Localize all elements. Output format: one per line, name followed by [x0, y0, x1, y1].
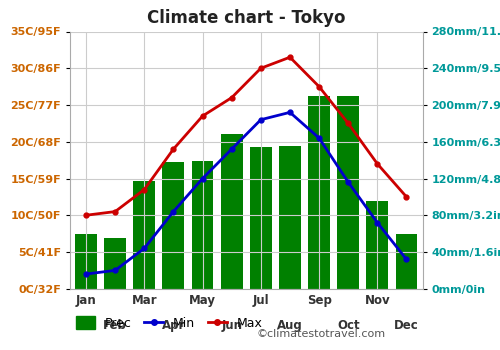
Text: Aug: Aug	[277, 319, 303, 332]
Legend: Prec, Min, Max: Prec, Min, Max	[76, 316, 262, 330]
Text: Dec: Dec	[394, 319, 419, 332]
Bar	[279, 146, 301, 289]
Bar	[104, 238, 126, 289]
Bar	[366, 202, 388, 289]
Bar	[134, 181, 155, 289]
Text: Apr: Apr	[162, 319, 185, 332]
Text: ©climatestotravel.com: ©climatestotravel.com	[257, 329, 386, 338]
Bar	[221, 134, 242, 289]
Bar	[162, 162, 184, 289]
Bar	[192, 161, 214, 289]
Bar	[396, 234, 417, 289]
Bar	[250, 147, 272, 289]
Bar	[338, 96, 359, 289]
Title: Climate chart - Tokyo: Climate chart - Tokyo	[147, 9, 346, 27]
Text: Oct: Oct	[337, 319, 359, 332]
Bar	[308, 96, 330, 289]
Bar	[75, 234, 97, 289]
Text: Jun: Jun	[221, 319, 242, 332]
Text: Feb: Feb	[103, 319, 127, 332]
